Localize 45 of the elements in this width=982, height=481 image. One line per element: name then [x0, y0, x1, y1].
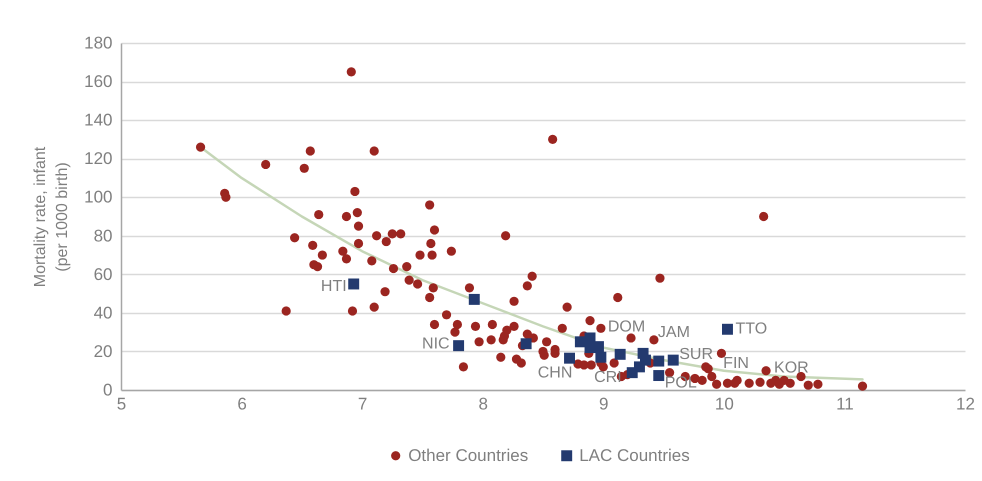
x-tick-label: 7 — [358, 394, 368, 414]
point — [653, 370, 664, 382]
y-tick-label: 60 — [94, 264, 112, 284]
point — [614, 348, 626, 360]
y-axis-title: Mortality rate, infant (per 1000 birth) — [32, 146, 72, 288]
x-tick-label: 5 — [116, 394, 126, 414]
annotation: TTO — [735, 320, 768, 338]
y-tick-label: 0 — [103, 380, 112, 400]
y-tick-label: 40 — [94, 303, 112, 322]
annotation: POL — [664, 374, 697, 392]
point — [348, 278, 360, 290]
x-tick-label: 12 — [956, 394, 975, 414]
annotation: FIN — [723, 354, 749, 372]
x-tick-label: 11 — [836, 394, 854, 414]
y-tick-label: 180 — [84, 34, 112, 52]
x-tick-label: 6 — [237, 394, 247, 414]
y-tick-label: 80 — [94, 226, 112, 246]
annotation: SUR — [679, 346, 713, 364]
y-tick-label: 160 — [84, 72, 112, 92]
y-tick-label: 20 — [94, 342, 112, 361]
point — [626, 367, 638, 378]
point — [453, 340, 464, 352]
point — [564, 352, 576, 364]
point — [722, 324, 733, 335]
annotation: JAM — [658, 324, 690, 341]
x-tick-label: 10 — [714, 394, 734, 414]
annotation: NIC — [422, 336, 450, 353]
x-tick-label: 8 — [478, 394, 488, 414]
y-tick-label: 120 — [84, 149, 112, 168]
point — [595, 352, 606, 363]
point — [584, 342, 596, 354]
y-tick-label: 140 — [84, 110, 112, 130]
point — [668, 354, 679, 366]
annotation: CHN — [538, 364, 572, 382]
point — [653, 356, 664, 367]
annotation: DOM — [608, 318, 646, 336]
x-tick-label: 9 — [599, 394, 609, 414]
point — [520, 338, 532, 350]
point — [468, 294, 480, 305]
y-tick-label: 100 — [84, 188, 112, 207]
annotation: HTI — [320, 278, 347, 295]
legend-label: Other Countries — [408, 446, 528, 465]
annotation: KOR — [774, 360, 809, 377]
annotation: CRI — [594, 369, 622, 386]
legend-label: LAC Countries — [579, 446, 690, 465]
